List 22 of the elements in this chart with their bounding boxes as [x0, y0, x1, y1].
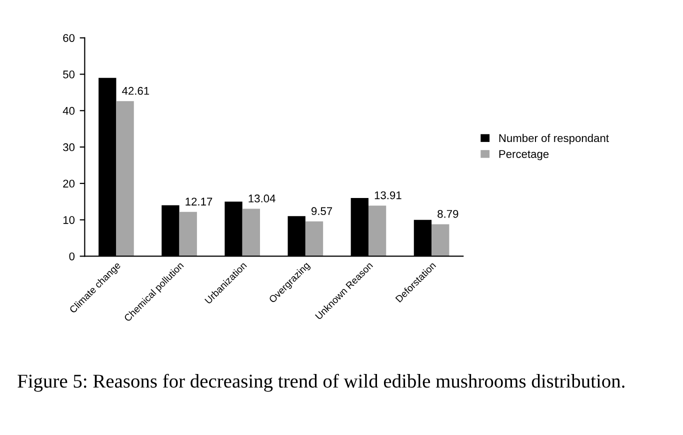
bar: [179, 212, 197, 256]
y-tick-label: 50: [63, 70, 75, 78]
y-tick-label: 60: [63, 34, 75, 42]
caption: Figure 5: Reasons for decreasing trend of wild edible mushrooms distribution.: [18, 374, 624, 392]
bar: [305, 221, 324, 256]
y-tick-label: 10: [63, 216, 75, 224]
bar: [116, 101, 134, 256]
data-label: 13.91: [374, 191, 402, 200]
y-tick-label: 20: [63, 180, 75, 188]
bar: [368, 206, 386, 256]
y-tick-label: 30: [63, 143, 75, 152]
legend-label: Percetage: [499, 150, 549, 160]
data-label: 42.61: [122, 86, 150, 95]
y-tick-label: 0: [69, 252, 75, 260]
bar: [432, 224, 450, 256]
legend-label: Number of respondant: [499, 134, 609, 144]
y-tick-label: 40: [62, 106, 75, 115]
data-label: 9.57: [311, 207, 332, 216]
data-label: 8.79: [438, 210, 458, 218]
data-label: 13.04: [248, 194, 276, 202]
data-label: 12.17: [186, 198, 212, 206]
bar: [242, 208, 260, 256]
